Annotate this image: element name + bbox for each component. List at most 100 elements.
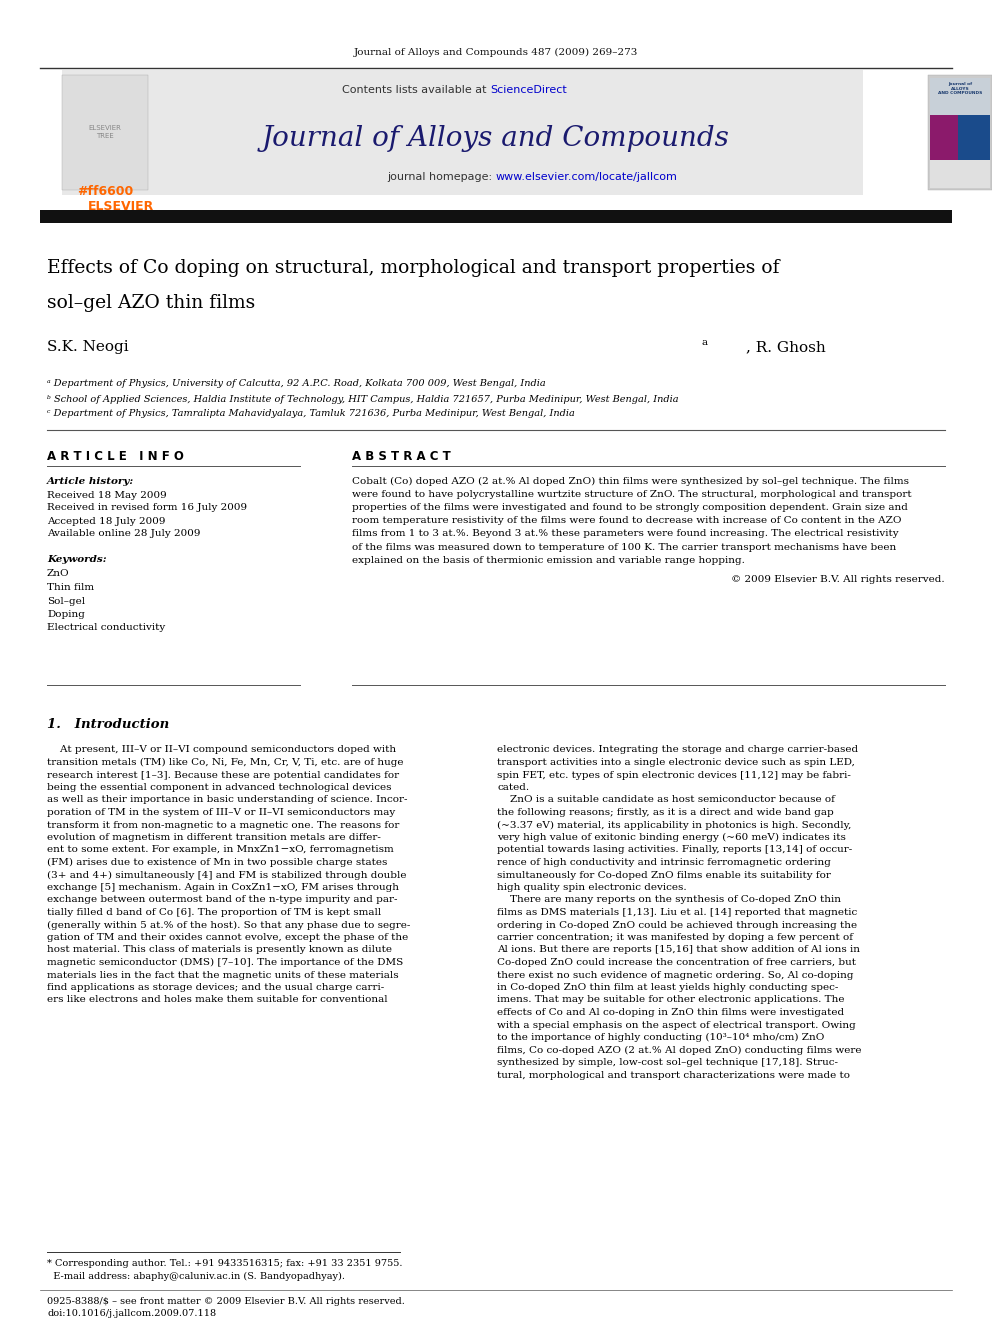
Bar <box>930 115 958 160</box>
Text: host material. This class of materials is presently known as dilute: host material. This class of materials i… <box>47 946 392 954</box>
Text: (FM) arises due to existence of Mn in two possible charge states: (FM) arises due to existence of Mn in tw… <box>47 857 387 867</box>
Text: transport activities into a single electronic device such as spin LED,: transport activities into a single elect… <box>497 758 855 767</box>
Text: synthesized by simple, low-cost sol–gel technique [17,18]. Struc-: synthesized by simple, low-cost sol–gel … <box>497 1058 838 1068</box>
Text: Cobalt (Co) doped AZO (2 at.% Al doped ZnO) thin films were synthesized by sol–g: Cobalt (Co) doped AZO (2 at.% Al doped Z… <box>352 476 909 486</box>
Text: very high value of exitonic binding energy (~60 meV) indicates its: very high value of exitonic binding ener… <box>497 833 846 841</box>
Text: electronic devices. Integrating the storage and charge carrier-based: electronic devices. Integrating the stor… <box>497 745 858 754</box>
Text: www.elsevier.com/locate/jallcom: www.elsevier.com/locate/jallcom <box>496 172 678 183</box>
Text: S.K. Neogi: S.K. Neogi <box>47 340 129 355</box>
Text: journal homepage:: journal homepage: <box>387 172 496 183</box>
Text: the following reasons; firstly, as it is a direct and wide band gap: the following reasons; firstly, as it is… <box>497 808 833 818</box>
Text: properties of the films were investigated and found to be strongly composition d: properties of the films were investigate… <box>352 503 908 512</box>
Text: as well as their importance in basic understanding of science. Incor-: as well as their importance in basic und… <box>47 795 408 804</box>
Text: Co-doped ZnO could increase the concentration of free carriers, but: Co-doped ZnO could increase the concentr… <box>497 958 856 967</box>
Text: sol–gel AZO thin films: sol–gel AZO thin films <box>47 294 255 312</box>
Text: ordering in Co-doped ZnO could be achieved through increasing the: ordering in Co-doped ZnO could be achiev… <box>497 921 857 930</box>
Text: There are many reports on the synthesis of Co-doped ZnO thin: There are many reports on the synthesis … <box>497 896 841 905</box>
Text: #ff6600: #ff6600 <box>76 185 133 198</box>
Text: films, Co co-doped AZO (2 at.% Al doped ZnO) conducting films were: films, Co co-doped AZO (2 at.% Al doped … <box>497 1045 861 1054</box>
Text: ᶜ Department of Physics, Tamralipta Mahavidyalaya, Tamluk 721636, Purba Medinipu: ᶜ Department of Physics, Tamralipta Maha… <box>47 410 575 418</box>
Text: exchange between outermost band of the n-type impurity and par-: exchange between outermost band of the n… <box>47 896 398 905</box>
Bar <box>958 115 990 160</box>
Text: * Corresponding author. Tel.: +91 9433516315; fax: +91 33 2351 9755.: * Corresponding author. Tel.: +91 943351… <box>47 1258 403 1267</box>
Text: tural, morphological and transport characterizations were made to: tural, morphological and transport chara… <box>497 1070 850 1080</box>
Text: 1.   Introduction: 1. Introduction <box>47 718 170 732</box>
Text: to the importance of highly conducting (10³–10⁴ mho/cm) ZnO: to the importance of highly conducting (… <box>497 1033 824 1043</box>
Text: materials lies in the fact that the magnetic units of these materials: materials lies in the fact that the magn… <box>47 971 399 979</box>
Text: rence of high conductivity and intrinsic ferromagnetic ordering: rence of high conductivity and intrinsic… <box>497 859 831 867</box>
Text: ᵃ Department of Physics, University of Calcutta, 92 A.P.C. Road, Kolkata 700 009: ᵃ Department of Physics, University of C… <box>47 380 546 389</box>
Text: ers like electrons and holes make them suitable for conventional: ers like electrons and holes make them s… <box>47 995 388 1004</box>
Text: Available online 28 July 2009: Available online 28 July 2009 <box>47 529 200 538</box>
Text: ᵇ School of Applied Sciences, Haldia Institute of Technology, HIT Campus, Haldia: ᵇ School of Applied Sciences, Haldia Ins… <box>47 394 679 404</box>
Text: explained on the basis of thermionic emission and variable range hopping.: explained on the basis of thermionic emi… <box>352 556 745 565</box>
Bar <box>930 160 990 188</box>
Bar <box>62 70 863 194</box>
Text: Received in revised form 16 July 2009: Received in revised form 16 July 2009 <box>47 504 247 512</box>
Text: Thin film: Thin film <box>47 583 94 591</box>
Text: At present, III–V or II–VI compound semiconductors doped with: At present, III–V or II–VI compound semi… <box>47 745 396 754</box>
Text: ELSEVIER: ELSEVIER <box>88 200 154 213</box>
Text: , R. Ghosh: , R. Ghosh <box>746 340 826 355</box>
Text: evolution of magnetism in different transition metals are differ-: evolution of magnetism in different tran… <box>47 833 381 841</box>
Text: films from 1 to 3 at.%. Beyond 3 at.% these parameters were found increasing. Th: films from 1 to 3 at.%. Beyond 3 at.% th… <box>352 529 899 538</box>
Bar <box>930 78 990 115</box>
Text: exchange [5] mechanism. Again in CoxZn1−xO, FM arises through: exchange [5] mechanism. Again in CoxZn1−… <box>47 882 399 892</box>
Text: imens. That may be suitable for other electronic applications. The: imens. That may be suitable for other el… <box>497 995 844 1004</box>
Text: ELSEVIER
TREE: ELSEVIER TREE <box>88 126 121 139</box>
Text: A R T I C L E   I N F O: A R T I C L E I N F O <box>47 450 184 463</box>
Text: in Co-doped ZnO thin film at least yields highly conducting spec-: in Co-doped ZnO thin film at least yield… <box>497 983 838 992</box>
Text: room temperature resistivity of the films were found to decrease with increase o: room temperature resistivity of the film… <box>352 516 902 525</box>
Text: Journal of
ALLOYS
AND COMPOUNDS: Journal of ALLOYS AND COMPOUNDS <box>937 82 982 95</box>
Text: (3+ and 4+) simultaneously [4] and FM is stabilized through double: (3+ and 4+) simultaneously [4] and FM is… <box>47 871 407 880</box>
Text: Journal of Alloys and Compounds: Journal of Alloys and Compounds <box>262 124 730 152</box>
Text: tially filled d band of Co [6]. The proportion of TM is kept small: tially filled d band of Co [6]. The prop… <box>47 908 381 917</box>
Text: research interest [1–3]. Because these are potential candidates for: research interest [1–3]. Because these a… <box>47 770 399 779</box>
Text: Accepted 18 July 2009: Accepted 18 July 2009 <box>47 516 166 525</box>
Text: Sol–gel: Sol–gel <box>47 597 85 606</box>
Text: potential towards lasing activities. Finally, reports [13,14] of occur-: potential towards lasing activities. Fin… <box>497 845 852 855</box>
Text: Received 18 May 2009: Received 18 May 2009 <box>47 491 167 500</box>
Text: Article history:: Article history: <box>47 476 134 486</box>
Bar <box>62 75 148 191</box>
Text: A B S T R A C T: A B S T R A C T <box>352 450 450 463</box>
Bar <box>928 75 992 191</box>
Text: © 2009 Elsevier B.V. All rights reserved.: © 2009 Elsevier B.V. All rights reserved… <box>731 576 945 583</box>
Text: simultaneously for Co-doped ZnO films enable its suitability for: simultaneously for Co-doped ZnO films en… <box>497 871 831 880</box>
Text: magnetic semiconductor (DMS) [7–10]. The importance of the DMS: magnetic semiconductor (DMS) [7–10]. The… <box>47 958 404 967</box>
Text: ScienceDirect: ScienceDirect <box>490 85 566 95</box>
Text: Electrical conductivity: Electrical conductivity <box>47 623 166 632</box>
Bar <box>40 210 952 224</box>
Text: with a special emphasis on the aspect of electrical transport. Owing: with a special emphasis on the aspect of… <box>497 1020 856 1029</box>
Text: (~3.37 eV) material, its applicability in photonics is high. Secondly,: (~3.37 eV) material, its applicability i… <box>497 820 851 830</box>
Text: a: a <box>701 337 708 347</box>
Text: were found to have polycrystalline wurtzite structure of ZnO. The structural, mo: were found to have polycrystalline wurtz… <box>352 490 912 499</box>
Text: transition metals (TM) like Co, Ni, Fe, Mn, Cr, V, Ti, etc. are of huge: transition metals (TM) like Co, Ni, Fe, … <box>47 758 404 767</box>
Text: carrier concentration; it was manifested by doping a few percent of: carrier concentration; it was manifested… <box>497 933 853 942</box>
Text: Keywords:: Keywords: <box>47 556 106 565</box>
Text: ZnO is a suitable candidate as host semiconductor because of: ZnO is a suitable candidate as host semi… <box>497 795 835 804</box>
Text: Contents lists available at: Contents lists available at <box>342 85 490 95</box>
Text: doi:10.1016/j.jallcom.2009.07.118: doi:10.1016/j.jallcom.2009.07.118 <box>47 1310 216 1319</box>
Bar <box>40 70 62 194</box>
Text: ZnO: ZnO <box>47 569 69 578</box>
Text: Journal of Alloys and Compounds 487 (2009) 269–273: Journal of Alloys and Compounds 487 (200… <box>354 48 638 57</box>
Text: films as DMS materials [1,13]. Liu et al. [14] reported that magnetic: films as DMS materials [1,13]. Liu et al… <box>497 908 857 917</box>
Text: Al ions. But there are reports [15,16] that show addition of Al ions in: Al ions. But there are reports [15,16] t… <box>497 946 860 954</box>
Text: find applications as storage devices; and the usual charge carri-: find applications as storage devices; an… <box>47 983 384 992</box>
Text: transform it from non-magnetic to a magnetic one. The reasons for: transform it from non-magnetic to a magn… <box>47 820 400 830</box>
Text: being the essential component in advanced technological devices: being the essential component in advance… <box>47 783 392 792</box>
Text: ent to some extent. For example, in MnxZn1−xO, ferromagnetism: ent to some extent. For example, in MnxZ… <box>47 845 394 855</box>
Text: high quality spin electronic devices.: high quality spin electronic devices. <box>497 882 686 892</box>
Text: cated.: cated. <box>497 783 529 792</box>
Text: (generally within 5 at.% of the host). So that any phase due to segre-: (generally within 5 at.% of the host). S… <box>47 921 411 930</box>
Text: gation of TM and their oxides cannot evolve, except the phase of the: gation of TM and their oxides cannot evo… <box>47 933 409 942</box>
Text: of the films was measured down to temperature of 100 K. The carrier transport me: of the films was measured down to temper… <box>352 542 896 552</box>
Text: Effects of Co doping on structural, morphological and transport properties of: Effects of Co doping on structural, morp… <box>47 259 780 277</box>
Text: spin FET, etc. types of spin electronic devices [11,12] may be fabri-: spin FET, etc. types of spin electronic … <box>497 770 851 779</box>
Text: 0925-8388/$ – see front matter © 2009 Elsevier B.V. All rights reserved.: 0925-8388/$ – see front matter © 2009 El… <box>47 1298 405 1307</box>
Text: poration of TM in the system of III–V or II–VI semiconductors may: poration of TM in the system of III–V or… <box>47 808 395 818</box>
Text: there exist no such evidence of magnetic ordering. So, Al co-doping: there exist no such evidence of magnetic… <box>497 971 853 979</box>
Text: Doping: Doping <box>47 610 85 619</box>
Text: E-mail address: abaphy@caluniv.ac.in (S. Bandyopadhyay).: E-mail address: abaphy@caluniv.ac.in (S.… <box>47 1271 345 1281</box>
